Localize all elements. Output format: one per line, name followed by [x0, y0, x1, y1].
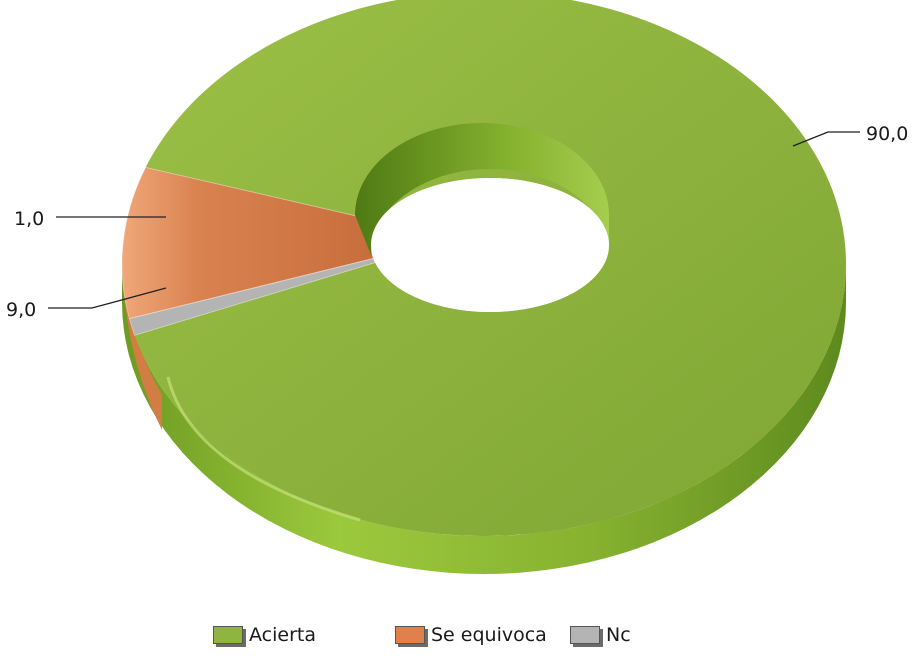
slice-side-se-equivoca	[122, 250, 162, 430]
legend-label-nc: Nc	[606, 624, 631, 646]
leader-line-acierta	[792, 131, 829, 147]
legend-label-acierta: Acierta	[249, 624, 316, 646]
donut-hole	[371, 178, 609, 312]
donut-chart: 90,0 9,0 1,0	[6, 0, 908, 574]
legend-item-se-equivoca: Se equivoca	[395, 624, 547, 646]
legend: Acierta Se equivoca Nc	[0, 618, 915, 654]
data-label-nc: 1,0	[14, 208, 44, 230]
donut-hole-inner-wall	[355, 123, 609, 255]
legend-swatch-acierta	[213, 626, 243, 644]
legend-swatch-nc	[570, 626, 600, 644]
leader-line-se-equivoca-d	[91, 287, 167, 309]
legend-item-acierta: Acierta	[213, 624, 316, 646]
legend-item-nc: Nc	[570, 624, 631, 646]
legend-swatch-se-equivoca	[395, 626, 425, 644]
slice-acierta	[134, 0, 846, 536]
data-label-se-equivoca: 9,0	[6, 299, 36, 321]
donut-rim-highlight	[166, 376, 361, 522]
legend-label-se-equivoca: Se equivoca	[431, 624, 547, 646]
data-label-acierta: 90,0	[866, 123, 908, 145]
